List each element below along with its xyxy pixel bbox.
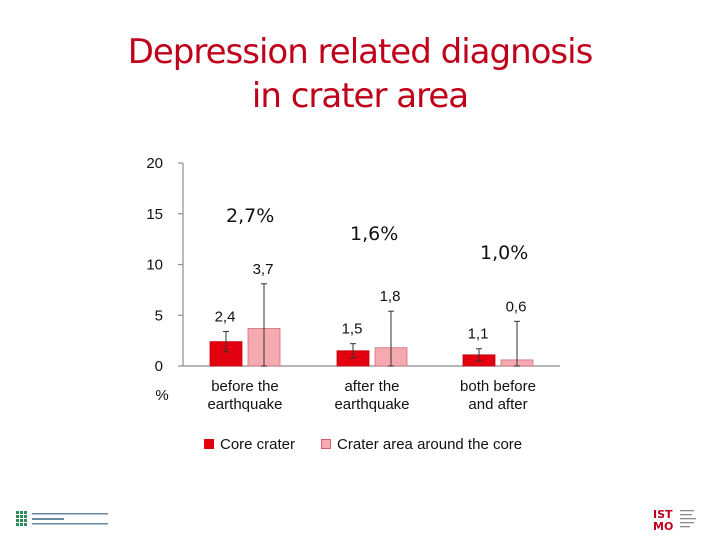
- legend-item-core: Core crater: [204, 436, 295, 453]
- chart-legend: Core crater Crater area around the core: [204, 434, 548, 454]
- data-label: 1,1: [468, 326, 489, 343]
- legend-label-crater: Crater area around the core: [337, 435, 523, 453]
- svg-text:IST: IST: [653, 508, 673, 521]
- y-tick-label: 10: [146, 257, 163, 274]
- slide-title: Depression related diagnosis in crater a…: [0, 30, 720, 118]
- y-tick-label: 15: [146, 206, 163, 223]
- x-tick-label: after the: [344, 378, 399, 395]
- data-label: 3,7: [253, 261, 274, 278]
- y-tick-label: 20: [146, 155, 163, 172]
- overall-rate-after: 1,6%: [350, 223, 399, 245]
- data-label: 1,8: [380, 288, 401, 305]
- data-label: 1,5: [342, 321, 363, 338]
- overall-rate-before: 2,7%: [226, 205, 275, 227]
- y-tick-label: 5: [155, 307, 163, 324]
- legend-swatch-core: [204, 439, 214, 449]
- x-tick-label: earthquake: [334, 396, 409, 413]
- x-tick-label: earthquake: [207, 396, 282, 413]
- istmo-logo: IST MO: [653, 508, 696, 531]
- overall-rate-both: 1,0%: [480, 242, 529, 264]
- data-label: 0,6: [506, 298, 527, 315]
- x-tick-label: before the: [211, 378, 279, 395]
- x-tick-label: and after: [468, 396, 527, 413]
- bar-core: [209, 341, 243, 367]
- institute-logo-left: [16, 511, 108, 526]
- legend-swatch-crater: [321, 439, 332, 449]
- svg-text:MO: MO: [653, 520, 673, 531]
- title-line-2: in crater area: [251, 76, 469, 116]
- x-tick-label: both before: [460, 378, 536, 395]
- y-tick-label: 0: [155, 358, 163, 375]
- legend-label-core: Core crater: [220, 435, 296, 453]
- y-axis-label: %: [155, 387, 168, 404]
- title-line-1: Depression related diagnosis: [127, 32, 594, 72]
- data-label: 2,4: [215, 308, 236, 325]
- legend-item-crater: Crater area around the core: [321, 436, 522, 453]
